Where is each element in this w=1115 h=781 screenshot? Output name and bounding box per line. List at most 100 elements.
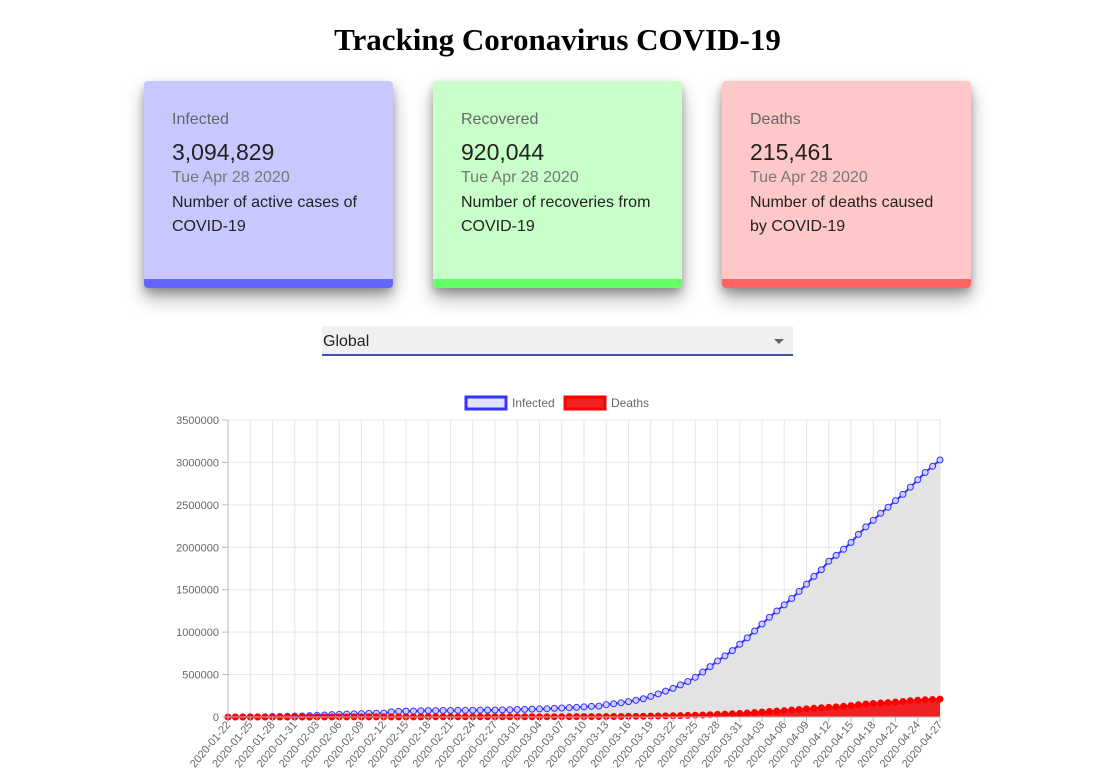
deaths-point[interactable]	[817, 704, 825, 712]
infected-point[interactable]	[810, 572, 818, 580]
deaths-point[interactable]	[803, 705, 810, 713]
deaths-point[interactable]	[788, 706, 796, 714]
legend-label-deaths[interactable]: Deaths	[611, 396, 649, 410]
infected-point[interactable]	[558, 704, 566, 712]
infected-point[interactable]	[751, 627, 759, 635]
infected-point[interactable]	[706, 663, 714, 671]
infected-point[interactable]	[550, 704, 558, 712]
infected-point[interactable]	[817, 566, 825, 574]
infected-point[interactable]	[914, 476, 922, 484]
infected-point[interactable]	[803, 580, 810, 588]
deaths-point[interactable]	[758, 708, 766, 716]
infected-point[interactable]	[610, 700, 618, 708]
infected-point[interactable]	[691, 673, 699, 681]
deaths-point[interactable]	[706, 711, 714, 719]
infected-point[interactable]	[936, 456, 944, 464]
infected-point[interactable]	[877, 509, 885, 517]
infected-point[interactable]	[669, 684, 677, 692]
infected-point[interactable]	[758, 620, 766, 628]
legend-label-infected[interactable]: Infected	[512, 396, 555, 410]
infected-point[interactable]	[906, 483, 914, 491]
infected-point[interactable]	[573, 703, 581, 711]
infected-point[interactable]	[528, 705, 536, 713]
infected-point[interactable]	[543, 705, 551, 713]
infected-point[interactable]	[728, 647, 736, 655]
infected-point[interactable]	[602, 701, 610, 709]
infected-point[interactable]	[684, 678, 692, 686]
deaths-point[interactable]	[877, 699, 885, 707]
deaths-point[interactable]	[914, 696, 922, 704]
infected-point[interactable]	[714, 657, 721, 665]
infected-point[interactable]	[402, 707, 410, 715]
deaths-point[interactable]	[929, 695, 937, 703]
deaths-point[interactable]	[780, 707, 788, 715]
infected-point[interactable]	[639, 695, 647, 703]
country-select[interactable]: Global	[322, 326, 793, 356]
legend-swatch-infected[interactable]	[464, 395, 508, 411]
legend-swatch-deaths[interactable]	[563, 395, 607, 411]
infected-point[interactable]	[721, 652, 729, 660]
infected-point[interactable]	[417, 707, 425, 715]
infected-point[interactable]	[832, 551, 840, 559]
infected-point[interactable]	[587, 702, 595, 710]
infected-point[interactable]	[432, 707, 440, 715]
deaths-point[interactable]	[936, 695, 944, 703]
infected-point[interactable]	[854, 530, 862, 538]
infected-point[interactable]	[773, 607, 781, 615]
infected-point[interactable]	[513, 706, 521, 713]
deaths-point[interactable]	[906, 697, 914, 705]
infected-point[interactable]	[536, 705, 543, 713]
infected-point[interactable]	[424, 707, 432, 715]
infected-point[interactable]	[840, 545, 848, 553]
deaths-point[interactable]	[676, 712, 684, 720]
infected-point[interactable]	[884, 503, 892, 511]
infected-point[interactable]	[780, 601, 788, 609]
infected-point[interactable]	[595, 702, 603, 710]
deaths-point[interactable]	[654, 712, 662, 720]
deaths-point[interactable]	[892, 698, 899, 706]
deaths-point[interactable]	[632, 712, 640, 720]
infected-point[interactable]	[580, 703, 588, 711]
deaths-point[interactable]	[743, 709, 751, 717]
deaths-point[interactable]	[721, 710, 729, 718]
infected-point[interactable]	[447, 706, 454, 714]
infected-point[interactable]	[929, 462, 937, 470]
deaths-point[interactable]	[847, 702, 855, 710]
infected-point[interactable]	[632, 696, 640, 704]
infected-point[interactable]	[521, 705, 529, 713]
infected-point[interactable]	[795, 587, 803, 595]
infected-point[interactable]	[825, 557, 833, 565]
deaths-point[interactable]	[832, 703, 840, 711]
deaths-point[interactable]	[899, 697, 907, 705]
deaths-point[interactable]	[840, 702, 848, 710]
infected-point[interactable]	[654, 690, 662, 698]
infected-point[interactable]	[506, 706, 514, 714]
deaths-point[interactable]	[728, 710, 736, 718]
deaths-point[interactable]	[795, 706, 803, 713]
infected-point[interactable]	[788, 595, 796, 602]
deaths-point[interactable]	[699, 711, 707, 719]
deaths-point[interactable]	[736, 709, 744, 717]
deaths-point[interactable]	[617, 712, 625, 720]
deaths-point[interactable]	[684, 711, 692, 719]
infected-point[interactable]	[869, 516, 877, 524]
deaths-point[interactable]	[765, 708, 773, 716]
deaths-point[interactable]	[773, 707, 781, 715]
infected-point[interactable]	[699, 668, 707, 676]
infected-point[interactable]	[862, 523, 870, 531]
infected-point[interactable]	[469, 706, 477, 714]
infected-point[interactable]	[847, 539, 855, 547]
deaths-point[interactable]	[639, 712, 647, 720]
deaths-point[interactable]	[662, 712, 670, 720]
infected-point[interactable]	[765, 613, 773, 621]
infected-point[interactable]	[565, 704, 573, 712]
infected-point[interactable]	[625, 698, 632, 706]
deaths-point[interactable]	[825, 703, 833, 711]
deaths-point[interactable]	[869, 699, 877, 707]
infected-point[interactable]	[476, 706, 484, 714]
infected-point[interactable]	[617, 699, 625, 707]
deaths-point[interactable]	[854, 701, 862, 709]
infected-point[interactable]	[662, 687, 670, 695]
deaths-point[interactable]	[921, 696, 929, 704]
infected-point[interactable]	[461, 706, 469, 714]
